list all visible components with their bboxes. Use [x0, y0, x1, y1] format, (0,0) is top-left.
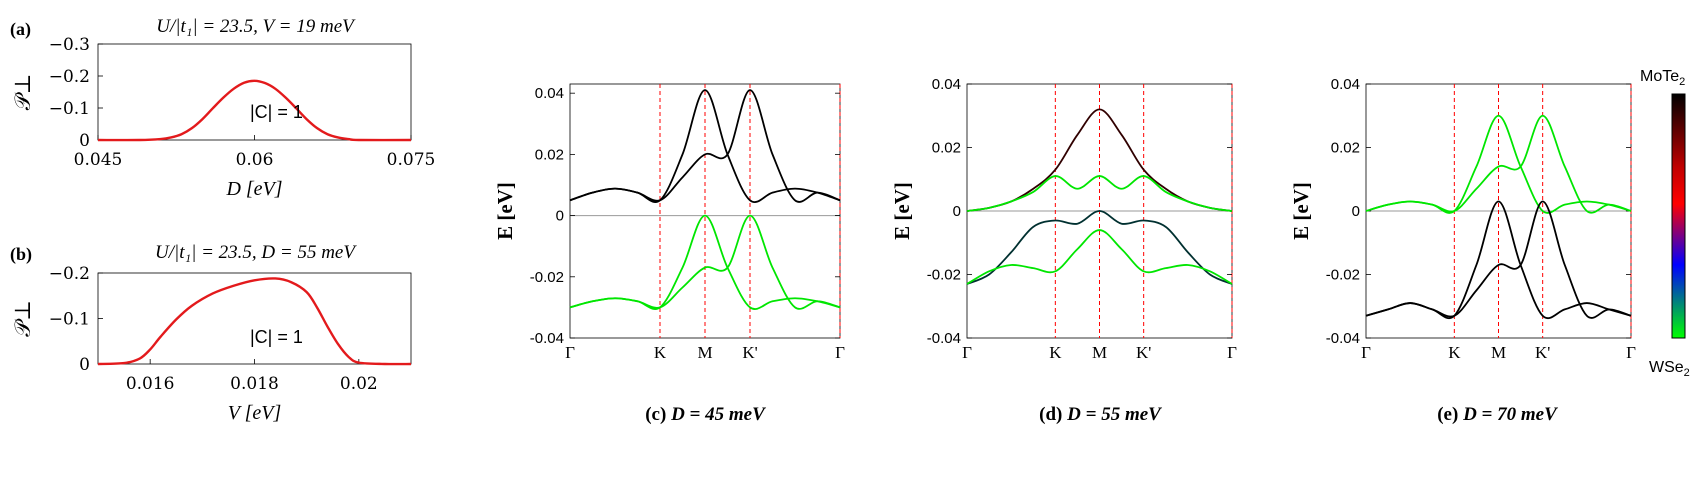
- k-point-label: K: [1448, 343, 1461, 362]
- y-axis-label: E [eV]: [1289, 182, 1313, 240]
- energy-band: [1365, 200, 1632, 319]
- x-tick-label: 0.06: [236, 150, 274, 170]
- k-point-label: Γ: [1227, 343, 1237, 362]
- y-tick-label: 0: [1352, 203, 1360, 220]
- panel-caption: (e) D = 70 meV: [1437, 404, 1558, 425]
- k-point-label: K': [1535, 343, 1550, 362]
- k-point-label: K: [654, 343, 667, 362]
- band-chart-c: -0.04 -0.02 0 0.02 0.04 Γ K M K' Γ E [eV] (c) D = 4…: [493, 83, 845, 425]
- k-point-label: M: [1491, 343, 1506, 362]
- energy-band: [966, 175, 1233, 212]
- k-point-label: Γ: [1361, 343, 1371, 362]
- panel-caption: (c) D = 45 meV: [645, 404, 766, 425]
- y-tick-label: 0: [79, 355, 90, 375]
- y-tick-label: -0.02: [530, 269, 564, 286]
- y-tick-label: −0.2: [49, 67, 90, 87]
- energy-band: [569, 214, 841, 310]
- y-tick-label: −0.1: [49, 99, 90, 119]
- y-tick-label: 0: [556, 208, 564, 225]
- energy-band: [1365, 114, 1632, 214]
- caption-text: D = 45 meV: [670, 404, 766, 425]
- polarization-curve: [97, 277, 412, 366]
- colorbar-gradient: [1671, 93, 1686, 339]
- colorbar: MoTe2 WSe2: [1640, 68, 1690, 379]
- k-point-label: M: [1092, 343, 1107, 362]
- k-point-label: K': [1136, 343, 1151, 362]
- chart-title: U/|t₁| = 23.5, V = 19 meV: [156, 16, 356, 37]
- energy-band: [569, 89, 841, 203]
- y-tick-label: 0.02: [932, 140, 961, 157]
- x-tick-label: 0.018: [230, 374, 279, 394]
- x-axis-label: V [eV]: [228, 402, 282, 424]
- chart-title: U/|t₁| = 23.5, D = 55 meV: [155, 242, 357, 263]
- panel-label: (a): [10, 19, 31, 40]
- y-tick-label: −0.2: [49, 264, 90, 284]
- x-tick-label: 0.02: [340, 374, 378, 394]
- plot-frame: [97, 43, 412, 141]
- caption-text: D = 55 meV: [1066, 404, 1162, 425]
- colorbar-top-label: MoTe2: [1640, 68, 1685, 88]
- colorbar-bottom-label: WSe2: [1649, 359, 1690, 379]
- y-tick-label: 0.04: [535, 85, 564, 102]
- chern-annotation: |C| = 1: [250, 327, 303, 347]
- panel-caption: (d) D = 55 meV: [1039, 404, 1162, 425]
- y-tick-label: 0.02: [1331, 140, 1360, 157]
- band-chart-e: -0.04 -0.02 0 0.02 0.04 Γ K M K' Γ E [eV] (e) D = 7…: [1289, 76, 1636, 425]
- y-tick-label: -0.04: [1326, 330, 1360, 347]
- y-tick-label: -0.02: [927, 267, 961, 284]
- k-point-label: Γ: [835, 343, 845, 362]
- panel-label: (b): [10, 244, 32, 265]
- x-axis-label: D [eV]: [225, 178, 282, 200]
- caption-letter: (c): [645, 404, 671, 425]
- y-tick-label: −0.1: [49, 310, 90, 330]
- caption-letter: (d): [1039, 404, 1067, 425]
- k-point-label: M: [697, 343, 712, 362]
- k-point-label: Γ: [962, 343, 972, 362]
- caption-text: D = 70 meV: [1462, 404, 1558, 425]
- energy-band: [966, 210, 1233, 285]
- y-axis-label: E [eV]: [890, 182, 914, 240]
- caption-letter: (e): [1437, 404, 1463, 425]
- y-axis-label: 𝒫⊥: [10, 300, 35, 337]
- energy-band: [966, 108, 1233, 212]
- polarization-chart-a: 0 −0.1 −0.2 −0.3 0.045 0.06 0.075 |C| = 1 U/|t₁|…: [10, 16, 435, 200]
- y-axis-label: E [eV]: [493, 182, 517, 240]
- y-tick-label: -0.04: [927, 330, 961, 347]
- polarization-curve: [97, 79, 412, 142]
- y-tick-label: 0: [79, 131, 90, 151]
- plot-frame: [97, 272, 412, 365]
- polarization-chart-b: 0 −0.1 −0.2 0.016 0.018 0.02 |C| = 1 U/|t₁| = 2…: [10, 242, 412, 424]
- y-tick-label: −0.3: [49, 35, 90, 55]
- y-tick-label: 0.04: [932, 76, 961, 93]
- y-tick-label: -0.02: [1326, 267, 1360, 284]
- x-tick-label: 0.075: [387, 150, 436, 170]
- y-tick-label: -0.04: [530, 330, 564, 347]
- k-point-label: K: [1049, 343, 1062, 362]
- y-tick-label: 0: [953, 203, 961, 220]
- y-tick-label: 0.02: [535, 146, 564, 163]
- y-tick-label: 0.04: [1331, 76, 1360, 93]
- y-axis-label: 𝒫⊥: [10, 74, 35, 111]
- x-tick-label: 0.045: [74, 150, 123, 170]
- k-point-label: Γ: [1626, 343, 1636, 362]
- energy-band: [966, 229, 1233, 285]
- band-chart-d: -0.04 -0.02 0 0.02 0.04 Γ K M K' Γ E [eV] (d) D = 5…: [890, 76, 1237, 425]
- k-point-label: K': [742, 343, 757, 362]
- x-tick-label: 0.016: [126, 374, 175, 394]
- k-point-label: Γ: [565, 343, 575, 362]
- chern-annotation: |C| = 1: [250, 102, 303, 122]
